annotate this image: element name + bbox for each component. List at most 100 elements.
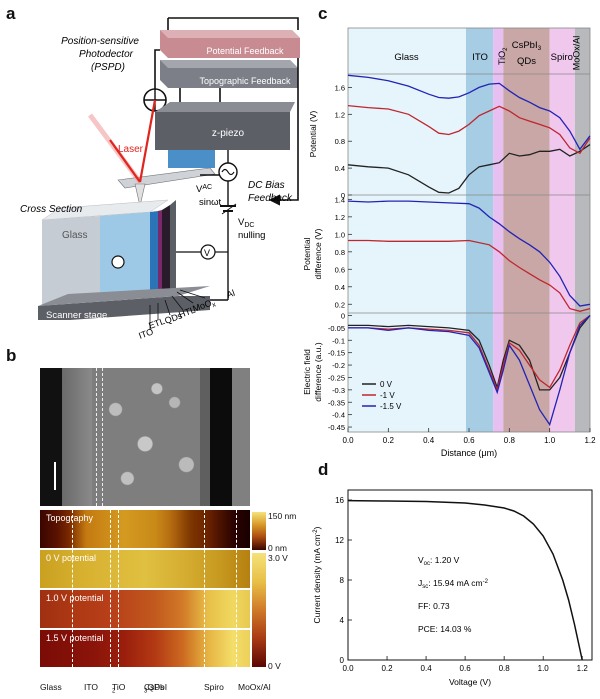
layer-mooxal: MoOx/Al (238, 682, 271, 692)
kpfm-maps: Topography 0 V potential 1.0 V potential… (40, 510, 250, 667)
x-tick-label: 0.2 (383, 436, 395, 445)
topography-colorbar (252, 512, 266, 550)
voc-sub: oc (424, 561, 430, 567)
y-tick-label: 0 (341, 311, 345, 320)
jsc-value: : 15.94 mA cm (428, 578, 482, 588)
layer-ito: ITO (84, 682, 99, 692)
laser-label: Laser (118, 144, 144, 155)
y-tick-label: 0 (340, 656, 345, 665)
band-moox (574, 28, 590, 432)
glass-label: Glass (62, 230, 88, 241)
series-line-1-1V (348, 239, 591, 312)
y-tick-label: -0.4 (332, 411, 345, 420)
panel-b-layer-labels: Glass ITO TiO 2 CsPbI 3 QDs Spiro MoOx/Al (40, 682, 290, 696)
tip-icon (134, 183, 146, 207)
svg-text:VAC: VAC (196, 184, 212, 195)
x-tick-label: 0.8 (499, 664, 511, 673)
y-tick-label: 1.0 (335, 230, 345, 239)
one-half-v-potential-map: 1.5 V potential (40, 630, 250, 667)
panel-label-d: d (318, 460, 329, 479)
map-label-0v: 0 V potential (46, 553, 97, 563)
voc-label: V (418, 555, 424, 565)
jsc-annotation: Jsc: 15.94 mA cm-2 (418, 578, 489, 590)
topo-scale-top: 150 nm (268, 511, 297, 521)
topo-scale-bottom: 0 nm (268, 543, 287, 553)
x-tick-label: 0.8 (504, 436, 516, 445)
layer-tio2-sub: 2 (112, 688, 116, 695)
x-tick-label: 1.0 (538, 664, 550, 673)
layer-cspbi3-sub: 3 (144, 688, 148, 695)
header-tio2: TiO2 (497, 47, 509, 65)
y-tick-label: -0.1 (332, 336, 345, 345)
x-tick-label: 0.0 (342, 436, 354, 445)
layer-glass: Glass (40, 682, 62, 692)
panel-c-chart: Glass ITO Spiro TiO2 CsPbI3 QDs MoOx/Al 0 0.4 0.8… (302, 27, 596, 458)
y-tick-label: -0.15 (328, 349, 345, 358)
y-tick-label: 1.2 (335, 213, 345, 222)
device-top-face (41, 199, 169, 221)
y-tick-label: -0.2 (332, 361, 345, 370)
x-tick-label: 0.4 (423, 436, 435, 445)
jsc-sub: sc (422, 584, 428, 590)
topographic-feedback-label: Topographic Feedback (199, 76, 291, 86)
one-v-potential-map: 1.0 V potential (40, 590, 250, 628)
x-tick-label: 0.2 (381, 664, 393, 673)
vdc-subscript: DC (244, 222, 254, 229)
band-qds (503, 28, 550, 432)
ground-icon (111, 255, 125, 269)
layer-cspbi3-suffix: QDs (147, 682, 165, 692)
pspd-label-2: Photodector (79, 49, 134, 60)
y-tick-label: -0.05 (328, 324, 345, 333)
y-tick-label: -0.35 (328, 398, 345, 407)
panel-a: a Potential Feedback Topographic Feedbac… (0, 0, 300, 340)
header-qds: QDs (517, 56, 536, 67)
jsc-sup: -2 (483, 579, 489, 585)
scale-bar (54, 462, 56, 490)
cantilever (117, 167, 216, 189)
series-line-0-15V (347, 74, 591, 151)
sinwt-label: sinωt (199, 197, 222, 208)
panel-d-chart: 0 4 8 12 16 0.0 0.2 0.4 0.6 0.8 1.0 1.2 Voltage (V) C… (312, 489, 593, 687)
y-tick-label: 8 (340, 576, 345, 585)
ylabel-current-density: Current density (mA cm-2) (312, 526, 322, 623)
x-tick-label: 0.4 (421, 664, 433, 673)
afm-schematic: Potential Feedback Topographic Feedback … (20, 17, 300, 340)
legend-label-0: 0 V (380, 380, 393, 389)
dc-bias-label-1: DC Bias (248, 180, 285, 191)
zero-v-potential-map: 0 V potential (40, 550, 250, 588)
z-piezo-label: z-piezo (212, 128, 245, 139)
y-tick-label: 4 (340, 616, 345, 625)
glass-substrate (42, 216, 100, 306)
ylabel-sup: -2 (313, 529, 319, 535)
y-tick-label: 0.6 (335, 265, 345, 274)
y-tick-label: 0 (341, 191, 345, 200)
map-label-1-5v: 1.5 V potential (46, 633, 104, 643)
panel-label-a: a (6, 4, 16, 23)
x-tick-label: 1.0 (544, 436, 556, 445)
vac-subscript: AC (202, 184, 212, 191)
legend-label-2: -1.5 V (380, 402, 402, 411)
y-tick-label: -0.45 (328, 423, 345, 432)
band-tio2 (493, 28, 504, 432)
vdc-label: V (238, 217, 245, 228)
jsc-label: J (418, 578, 422, 588)
pspd-label-3: (PSPD) (91, 62, 125, 73)
moox-subscript: x (211, 301, 217, 309)
cross-section-label: Cross Section (20, 204, 83, 215)
series-line-2-0V (348, 315, 591, 391)
y-tick-label: 0.8 (335, 248, 345, 257)
x-tick-label: 1.2 (577, 664, 589, 673)
header-spiro: Spiro (551, 52, 573, 63)
y-tick-label: 0.4 (335, 164, 345, 173)
y-tick-label: 12 (335, 536, 344, 545)
al-label: Al (225, 288, 236, 300)
svg-text:VDC: VDC (238, 217, 254, 229)
header-glass: Glass (394, 52, 419, 63)
potential-colorbar (252, 553, 266, 667)
vac-label: V (196, 184, 203, 195)
voc-value: : 1.20 V (430, 555, 460, 565)
xlabel-voltage: Voltage (V) (449, 677, 491, 687)
map-label-topography: Topography (46, 513, 94, 523)
series-line-0-0V (347, 144, 591, 194)
sem-image (40, 368, 250, 506)
